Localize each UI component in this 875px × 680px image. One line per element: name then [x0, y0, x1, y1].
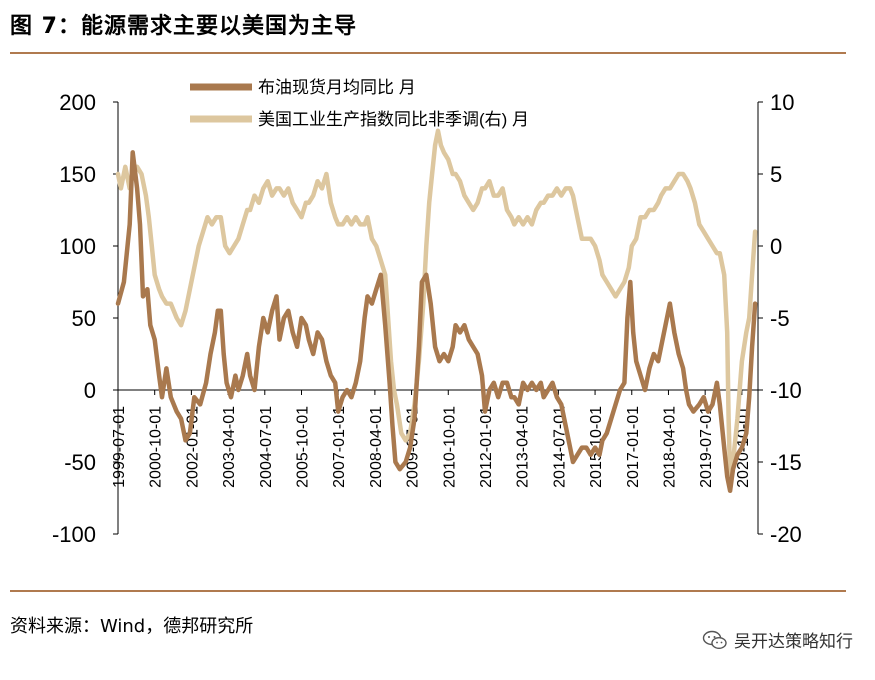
bottom-rule	[10, 590, 846, 592]
x-tick-label: 2008-04-01	[368, 406, 385, 488]
chart-legend: 布油现货月均同比 月 美国工业生产指数同比非季调(右) 月	[190, 78, 529, 129]
source-note: 资料来源：Wind，德邦研究所	[10, 616, 254, 637]
y-tick-label-left: 50	[72, 306, 96, 331]
x-tick-label: 2010-10-01	[441, 406, 458, 488]
chart-series	[115, 128, 758, 494]
x-tick-label: 2018-04-01	[661, 406, 678, 488]
y-tick-label-left: 0	[84, 378, 96, 403]
x-tick-label: 2007-01-01	[331, 406, 348, 488]
chart-axes: 200150100500-50-1001050-5-10-15-201999-0…	[52, 90, 802, 547]
series-brent-line	[115, 150, 758, 494]
x-tick-label: 2003-04-01	[221, 406, 238, 488]
x-tick-label: 2012-01-01	[478, 406, 495, 488]
series-ip-line	[115, 128, 758, 479]
watermark: 吴开达策略知行	[702, 627, 853, 652]
x-tick-label: 2005-10-01	[294, 406, 311, 488]
y-tick-label-left: 100	[59, 234, 96, 259]
top-rule	[10, 52, 846, 54]
figure-title: 图 7：能源需求主要以美国为主导	[10, 14, 357, 39]
y-tick-label-right: -20	[770, 522, 802, 547]
chart: 200150100500-50-1001050-5-10-15-201999-0…	[52, 78, 802, 547]
y-tick-label-left: -100	[52, 522, 96, 547]
y-tick-label-left: -50	[64, 450, 96, 475]
x-tick-label: 2000-10-01	[148, 406, 165, 488]
y-tick-label-right: 5	[770, 162, 782, 187]
y-tick-label-right: -5	[770, 306, 790, 331]
x-tick-label: 2004-07-01	[258, 406, 275, 488]
x-tick-label: 2009-07-01	[405, 406, 422, 488]
legend-label-brent: 布油现货月均同比 月	[258, 78, 416, 97]
x-tick-label: 2013-04-01	[515, 406, 532, 488]
x-tick-label: 2017-01-01	[625, 406, 642, 488]
y-tick-label-right: -10	[770, 378, 802, 403]
watermark-text: 吴开达策略知行	[734, 632, 853, 652]
y-tick-label-right: 0	[770, 234, 782, 259]
y-tick-label-left: 200	[59, 90, 96, 115]
legend-label-ip: 美国工业生产指数同比非季调(右) 月	[258, 110, 529, 129]
y-tick-label-right: 10	[770, 90, 794, 115]
y-tick-label-right: -15	[770, 450, 802, 475]
y-tick-label-left: 150	[59, 162, 96, 187]
wechat-icon	[702, 630, 727, 649]
x-tick-label: 1999-07-01	[111, 406, 128, 488]
x-tick-label: 2019-07-01	[698, 406, 715, 488]
